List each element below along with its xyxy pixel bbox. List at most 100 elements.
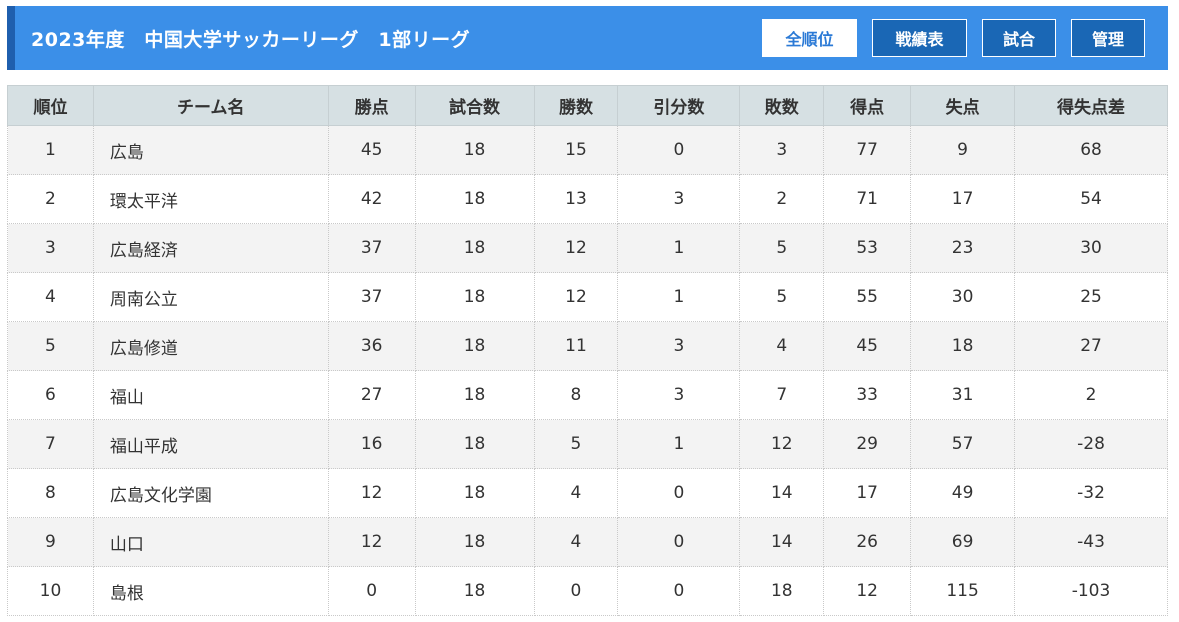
- cell-played: 18: [414, 370, 535, 420]
- col-header-rank: 順位: [7, 85, 94, 126]
- col-header-played: 試合数: [414, 85, 535, 126]
- header-nav: 全順位 戦績表 試合 管理: [762, 19, 1145, 57]
- cell-losses: 5: [739, 223, 825, 273]
- cell-points: 16: [327, 419, 416, 469]
- cell-goals-for: 77: [823, 125, 912, 175]
- matches-button[interactable]: 試合: [982, 19, 1056, 57]
- cell-goals-against: 57: [910, 419, 1016, 469]
- cell-rank: 5: [7, 321, 94, 371]
- cell-rank: 8: [7, 468, 94, 518]
- cell-goals-for: 29: [823, 419, 912, 469]
- cell-goals-against: 23: [910, 223, 1016, 273]
- cell-draws: 0: [617, 517, 741, 567]
- cell-wins: 4: [533, 468, 619, 518]
- cell-losses: 18: [739, 566, 825, 616]
- cell-wins: 0: [533, 566, 619, 616]
- table-header-row: 順位 チーム名 勝点 試合数 勝数 引分数 敗数 得点 失点 得失点差: [7, 85, 1168, 126]
- cell-goals-against: 9: [910, 125, 1016, 175]
- col-header-points: 勝点: [327, 85, 416, 126]
- cell-team-name: 広島: [92, 125, 329, 175]
- cell-draws: 3: [617, 321, 741, 371]
- cell-goals-for: 12: [823, 566, 912, 616]
- cell-wins: 5: [533, 419, 619, 469]
- cell-draws: 3: [617, 174, 741, 224]
- cell-losses: 3: [739, 125, 825, 175]
- cell-points: 45: [327, 125, 416, 175]
- col-header-losses: 敗数: [739, 85, 825, 126]
- standings-body: 1 広島 45 18 15 0 3 77 9 68 2 環太平洋 42 18 13 3 2 71 17 54 3 広島経済…: [7, 125, 1168, 616]
- table-row: 6 福山 27 18 8 3 7 33 31 2: [7, 370, 1168, 420]
- cell-points: 27: [327, 370, 416, 420]
- cell-rank: 4: [7, 272, 94, 322]
- cell-goals-against: 69: [910, 517, 1016, 567]
- cell-goals-for: 45: [823, 321, 912, 371]
- cell-goals-for: 55: [823, 272, 912, 322]
- all-standings-button[interactable]: 全順位: [762, 19, 857, 57]
- cell-goal-difference: -28: [1014, 419, 1168, 469]
- cell-goals-against: 31: [910, 370, 1016, 420]
- admin-button[interactable]: 管理: [1071, 19, 1145, 57]
- cell-rank: 9: [7, 517, 94, 567]
- cell-wins: 4: [533, 517, 619, 567]
- cell-goal-difference: -43: [1014, 517, 1168, 567]
- cell-goal-difference: 68: [1014, 125, 1168, 175]
- cell-rank: 1: [7, 125, 94, 175]
- table-row: 5 広島修道 36 18 11 3 4 45 18 27: [7, 321, 1168, 371]
- cell-rank: 2: [7, 174, 94, 224]
- cell-rank: 6: [7, 370, 94, 420]
- cell-team-name: 島根: [92, 566, 329, 616]
- cell-played: 18: [414, 125, 535, 175]
- table-row: 10 島根 0 18 0 0 18 12 115 -103: [7, 566, 1168, 616]
- cell-draws: 0: [617, 125, 741, 175]
- cell-goals-against: 115: [910, 566, 1016, 616]
- cell-goals-against: 17: [910, 174, 1016, 224]
- cell-played: 18: [414, 468, 535, 518]
- cell-team-name: 環太平洋: [92, 174, 329, 224]
- cell-goals-for: 26: [823, 517, 912, 567]
- col-header-wins: 勝数: [533, 85, 619, 126]
- cell-points: 12: [327, 517, 416, 567]
- cell-goals-against: 30: [910, 272, 1016, 322]
- league-header: 2023年度 中国大学サッカーリーグ 1部リーグ 全順位 戦績表 試合 管理: [7, 6, 1168, 70]
- cell-goal-difference: 25: [1014, 272, 1168, 322]
- cell-goal-difference: 27: [1014, 321, 1168, 371]
- results-table-button[interactable]: 戦績表: [872, 19, 967, 57]
- cell-losses: 4: [739, 321, 825, 371]
- col-header-goal-difference: 得失点差: [1014, 85, 1168, 126]
- table-row: 2 環太平洋 42 18 13 3 2 71 17 54: [7, 174, 1168, 224]
- table-row: 4 周南公立 37 18 12 1 5 55 30 25: [7, 272, 1168, 322]
- cell-draws: 1: [617, 419, 741, 469]
- cell-losses: 14: [739, 517, 825, 567]
- standings-table: 順位 チーム名 勝点 試合数 勝数 引分数 敗数 得点 失点 得失点差 1 広島 4…: [7, 85, 1168, 616]
- table-row: 8 広島文化学園 12 18 4 0 14 17 49 -32: [7, 468, 1168, 518]
- cell-goal-difference: 54: [1014, 174, 1168, 224]
- cell-goals-against: 18: [910, 321, 1016, 371]
- cell-losses: 2: [739, 174, 825, 224]
- cell-rank: 7: [7, 419, 94, 469]
- col-header-team: チーム名: [92, 85, 329, 126]
- league-title: 2023年度 中国大学サッカーリーグ 1部リーグ: [31, 28, 471, 51]
- cell-team-name: 広島文化学園: [92, 468, 329, 518]
- table-row: 9 山口 12 18 4 0 14 26 69 -43: [7, 517, 1168, 567]
- cell-played: 18: [414, 517, 535, 567]
- cell-draws: 3: [617, 370, 741, 420]
- cell-goal-difference: 2: [1014, 370, 1168, 420]
- cell-goals-for: 33: [823, 370, 912, 420]
- cell-team-name: 山口: [92, 517, 329, 567]
- cell-losses: 14: [739, 468, 825, 518]
- cell-goal-difference: -103: [1014, 566, 1168, 616]
- cell-wins: 15: [533, 125, 619, 175]
- cell-played: 18: [414, 566, 535, 616]
- cell-losses: 12: [739, 419, 825, 469]
- cell-losses: 7: [739, 370, 825, 420]
- cell-team-name: 福山: [92, 370, 329, 420]
- table-row: 3 広島経済 37 18 12 1 5 53 23 30: [7, 223, 1168, 273]
- cell-draws: 0: [617, 566, 741, 616]
- cell-rank: 3: [7, 223, 94, 273]
- cell-draws: 1: [617, 223, 741, 273]
- cell-team-name: 広島経済: [92, 223, 329, 273]
- col-header-goals-against: 失点: [910, 85, 1016, 126]
- cell-goal-difference: 30: [1014, 223, 1168, 273]
- cell-wins: 11: [533, 321, 619, 371]
- cell-draws: 0: [617, 468, 741, 518]
